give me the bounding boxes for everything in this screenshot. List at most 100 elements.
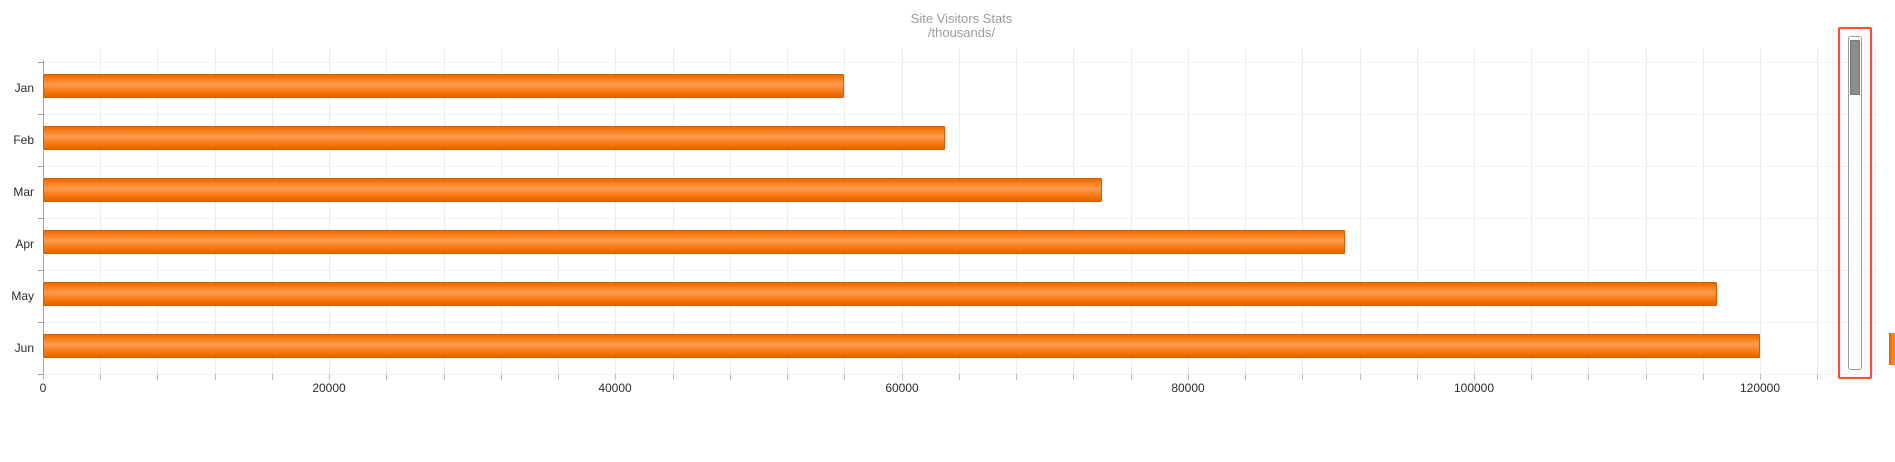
bar-mar[interactable] — [43, 178, 1102, 202]
gridline-vertical — [1588, 48, 1589, 374]
y-axis-line — [43, 60, 44, 375]
x-axis-tick — [730, 374, 731, 380]
x-axis-tick — [100, 374, 101, 380]
y-axis-tick — [38, 374, 43, 375]
y-axis-tick — [38, 114, 43, 115]
gridline-vertical — [1875, 48, 1876, 374]
gridline-horizontal — [43, 166, 1880, 167]
x-axis-tick — [329, 374, 330, 380]
x-axis-tick — [386, 374, 387, 380]
gridline-vertical — [1245, 48, 1246, 374]
bar-jun[interactable] — [43, 334, 1760, 358]
gridline-horizontal — [43, 374, 1880, 375]
x-axis-tick — [1073, 374, 1074, 380]
x-axis-tick — [215, 374, 216, 380]
x-axis-tick — [1360, 374, 1361, 380]
x-axis-tick — [1016, 374, 1017, 380]
gridline-vertical — [386, 48, 387, 374]
x-axis-label-100000: 100000 — [1453, 381, 1495, 395]
vertical-scrollbar-thumb[interactable] — [1850, 40, 1860, 95]
gridline-horizontal — [43, 62, 1880, 63]
gridline-vertical — [444, 48, 445, 374]
gridline-vertical — [1817, 48, 1818, 374]
y-axis-tick — [38, 322, 43, 323]
x-axis-tick — [1531, 374, 1532, 380]
gridline-vertical — [1646, 48, 1647, 374]
y-axis-tick — [38, 218, 43, 219]
x-axis-tick — [1188, 374, 1189, 380]
y-axis-label-mar: Mar — [13, 185, 34, 199]
x-axis-tick — [1703, 374, 1704, 380]
x-axis-tick — [558, 374, 559, 380]
x-axis-tick — [1245, 374, 1246, 380]
x-axis-tick — [501, 374, 502, 380]
gridline-vertical — [730, 48, 731, 374]
gridline-vertical — [1302, 48, 1303, 374]
gridline-vertical — [844, 48, 845, 374]
gridline-vertical — [100, 48, 101, 374]
x-axis-tick — [272, 374, 273, 380]
x-axis-tick — [844, 374, 845, 380]
y-axis-tick — [38, 62, 43, 63]
y-axis-label-jan: Jan — [14, 81, 34, 95]
y-axis-tick — [38, 166, 43, 167]
gridline-vertical — [959, 48, 960, 374]
y-axis-label-jun: Jun — [14, 341, 34, 355]
x-axis-tick — [1588, 374, 1589, 380]
x-axis-label-120000: 120000 — [1739, 381, 1781, 395]
x-axis-label-40000: 40000 — [598, 381, 632, 395]
gridline-horizontal — [43, 218, 1880, 219]
x-axis-label-20000: 20000 — [312, 381, 346, 395]
x-axis-tick — [1646, 374, 1647, 380]
x-axis-tick — [1474, 374, 1475, 380]
chart-title: Site Visitors Stats — [910, 11, 1013, 26]
bar-jan[interactable] — [43, 74, 844, 98]
gridline-vertical — [787, 48, 788, 374]
vertical-scrollbar-track[interactable] — [1848, 36, 1862, 370]
bar-may[interactable] — [43, 282, 1717, 306]
clipped-bar-fragment — [1889, 333, 1895, 365]
y-axis-tick — [38, 270, 43, 271]
gridline-vertical — [1760, 48, 1761, 374]
gridline-horizontal — [43, 322, 1880, 323]
x-axis-label-80000: 80000 — [1171, 381, 1205, 395]
gridline-vertical — [157, 48, 158, 374]
chart-subtitle: /thousands/ — [927, 25, 996, 40]
x-axis-tick — [615, 374, 616, 380]
y-axis-label-feb: Feb — [13, 133, 34, 147]
gridline-vertical — [215, 48, 216, 374]
x-axis-label-0: 0 — [39, 381, 47, 395]
gridline-vertical — [272, 48, 273, 374]
gridline-vertical — [1703, 48, 1704, 374]
x-axis-tick — [902, 374, 903, 380]
x-axis-tick — [1760, 374, 1761, 380]
gridline-vertical — [902, 48, 903, 374]
gridline-vertical — [1531, 48, 1532, 374]
x-axis-tick — [787, 374, 788, 380]
chart-title-block: Site Visitors Stats /thousands/ — [43, 12, 1880, 40]
gridline-vertical — [1073, 48, 1074, 374]
gridline-vertical — [1417, 48, 1418, 374]
gridline-vertical — [329, 48, 330, 374]
x-axis-tick — [1302, 374, 1303, 380]
gridline-vertical — [1474, 48, 1475, 374]
x-axis-tick — [1417, 374, 1418, 380]
gridline-vertical — [501, 48, 502, 374]
x-axis-label-60000: 60000 — [885, 381, 919, 395]
x-axis-tick — [1131, 374, 1132, 380]
x-axis-tick — [444, 374, 445, 380]
bar-feb[interactable] — [43, 126, 945, 150]
gridline-vertical — [1016, 48, 1017, 374]
bar-apr[interactable] — [43, 230, 1345, 254]
gridline-vertical — [673, 48, 674, 374]
x-axis-tick — [673, 374, 674, 380]
y-axis-label-apr: Apr — [15, 237, 34, 251]
gridline-vertical — [558, 48, 559, 374]
scrollbar-highlight-box — [1838, 27, 1872, 379]
gridline-horizontal — [43, 114, 1880, 115]
x-axis-tick — [959, 374, 960, 380]
gridline-vertical — [1131, 48, 1132, 374]
x-axis-tick — [157, 374, 158, 380]
x-axis-tick — [43, 374, 44, 380]
